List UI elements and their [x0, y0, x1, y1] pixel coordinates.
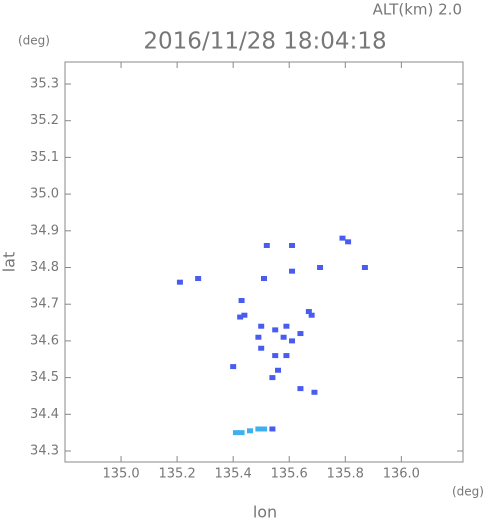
x-unit: (deg)	[452, 485, 484, 499]
x-tick-label: 135.8	[327, 467, 364, 482]
echo-point	[261, 276, 267, 282]
y-tick-label: 35.0	[30, 187, 59, 202]
y-tick-label: 34.8	[30, 260, 59, 275]
echo-point	[339, 235, 346, 241]
echo-point	[237, 314, 244, 320]
echo-point	[283, 353, 290, 359]
echo-point	[308, 312, 315, 318]
echo-point	[232, 430, 239, 436]
echo-point	[305, 309, 312, 315]
y-tick-label: 34.6	[30, 333, 59, 348]
echo-point	[272, 327, 279, 333]
echo-point	[258, 323, 265, 329]
x-tick-label: 135.2	[159, 467, 196, 482]
y-tick-label: 34.5	[30, 370, 59, 385]
y-tick-label: 34.7	[30, 297, 59, 312]
echo-point	[238, 430, 245, 436]
y-tick-label: 35.3	[30, 77, 59, 92]
altitude-label: ALT(km) 2.0	[373, 1, 462, 19]
echo-point	[317, 265, 324, 271]
x-tick-label: 135.4	[215, 467, 252, 482]
echo-point	[311, 389, 318, 395]
x-tick-label: 135.6	[271, 467, 308, 482]
echo-point	[261, 426, 267, 432]
echo-point	[255, 334, 262, 340]
plot-frame	[64, 61, 464, 463]
chart-title: 2016/11/28 18:04:18	[143, 29, 386, 55]
echo-point	[230, 364, 237, 370]
echo-point	[345, 239, 352, 245]
y-tick-label: 35.2	[30, 113, 59, 128]
echo-point	[297, 386, 304, 392]
echo-point	[280, 334, 287, 340]
echo-point	[238, 298, 245, 304]
echo-point	[246, 428, 253, 434]
echo-point	[289, 242, 296, 248]
y-tick-label: 35.1	[30, 150, 59, 165]
echo-point	[289, 338, 296, 344]
y-tick-label: 34.9	[30, 223, 59, 238]
x-axis-label: lon	[253, 503, 277, 521]
echo-point	[176, 279, 183, 285]
x-tick-label: 135.0	[102, 467, 139, 482]
echo-point	[241, 312, 248, 318]
y-tick-label: 34.3	[30, 443, 59, 458]
echo-point	[263, 242, 270, 248]
echo-point	[255, 426, 262, 432]
echo-point	[272, 353, 279, 359]
echo-point	[275, 367, 282, 373]
echo-point	[297, 331, 304, 337]
y-tick-label: 34.4	[30, 407, 59, 422]
echo-point	[269, 426, 276, 432]
echo-point	[283, 323, 290, 329]
x-tick-label: 136.0	[383, 467, 420, 482]
y-unit: (deg)	[18, 34, 50, 48]
echo-point	[361, 265, 368, 271]
echo-point	[258, 345, 265, 351]
echo-point	[269, 375, 276, 381]
echo-point	[195, 276, 202, 282]
y-axis-label: lat	[0, 252, 19, 273]
echo-point	[289, 268, 296, 274]
